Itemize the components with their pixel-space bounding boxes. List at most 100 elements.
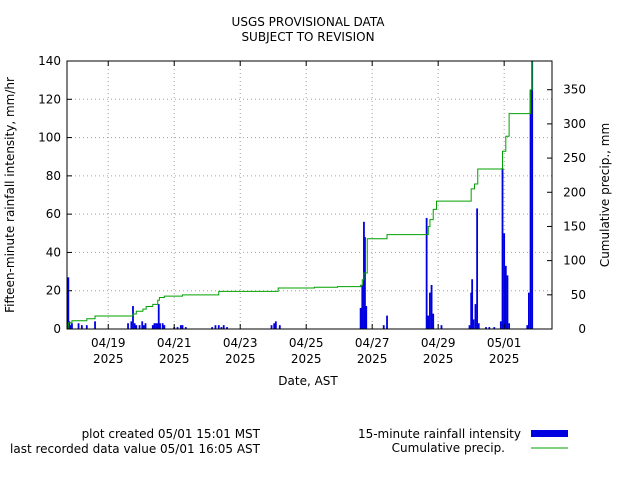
y-axis-label: Fifteen-minute rainfall intensity, mm/hr (3, 77, 17, 313)
legend: 15-minute rainfall intensity Cumulative … (358, 427, 568, 455)
intensity-bar (181, 325, 184, 329)
intensity-bar (278, 325, 281, 329)
intensity-bar (504, 265, 507, 329)
x-axis-label: Date, AST (278, 374, 338, 388)
y2-tick-label: 250 (563, 151, 586, 165)
x-tick-year-label: 2025 (159, 352, 190, 366)
x-tick-year-label: 2025 (489, 352, 520, 366)
intensity-bar (156, 323, 159, 329)
intensity-bar (365, 306, 368, 329)
x-tick-labels: 04/19 2025 04/21 2025 04/23 2025 04/25 2025 04/2… (91, 336, 522, 366)
intensity-bar (506, 275, 509, 329)
intensity-bar (425, 217, 428, 329)
x-tick-label: 04/27 (355, 336, 390, 350)
intensity-bar (485, 327, 487, 329)
intensity-bar (135, 325, 138, 329)
intensity-bar (476, 208, 479, 329)
intensity-bar (274, 321, 277, 329)
intensity-bar (71, 323, 73, 329)
intensity-bar (528, 292, 530, 329)
y-tick-label: 120 (38, 92, 61, 106)
intensity-bar (68, 321, 71, 329)
intensity-bar (226, 327, 228, 329)
intensity-bar (69, 325, 72, 329)
x-tick-label: 04/21 (157, 336, 192, 350)
intensity-bar (176, 327, 179, 329)
intensity-bar (222, 325, 225, 329)
x-tick-year-label: 2025 (225, 352, 256, 366)
intensity-bar (214, 325, 217, 329)
intensity-bar (361, 284, 364, 329)
plot-frame (66, 60, 553, 330)
intensity-bar (472, 319, 475, 329)
y-tick-label: 100 (38, 131, 61, 145)
intensity-bar (430, 284, 433, 329)
intensity-bar (179, 325, 182, 329)
intensity-bar (157, 304, 160, 329)
y2-tick-label: 50 (571, 288, 586, 302)
y-tick-label: 140 (38, 54, 61, 68)
intensity-bar (142, 325, 145, 329)
intensity-bar (471, 279, 474, 329)
x-tick-label: 04/19 (91, 336, 126, 350)
intensity-bar (526, 325, 529, 329)
axis-ticks (67, 60, 552, 330)
x-tick-year-label: 2025 (357, 352, 388, 366)
y2-tick-label: 150 (563, 219, 586, 233)
y-tick-label: 0 (53, 322, 61, 336)
y-tick-label: 80 (46, 169, 61, 183)
intensity-bar (132, 306, 134, 329)
intensity-bar (67, 277, 70, 329)
intensity-bar (364, 237, 366, 329)
y-tick-label: 40 (46, 245, 61, 259)
intensity-bar (138, 325, 141, 329)
intensity-bar (163, 325, 166, 329)
intensity-bar (184, 327, 187, 329)
x-tick-year-label: 2025 (93, 352, 124, 366)
y2-tick-label: 0 (578, 322, 586, 336)
intensity-bar (85, 325, 88, 329)
x-tick-label: 04/23 (223, 336, 258, 350)
intensity-bar (127, 323, 129, 329)
intensity-bar (503, 233, 506, 329)
legend-label-cumulative: Cumulative precip. (392, 441, 505, 455)
x-tick-year-label: 2025 (291, 352, 322, 366)
y-tick-labels: 0 20 40 60 80 100 120 140 (38, 54, 61, 336)
intensity-bar (133, 323, 136, 329)
intensity-bar (474, 304, 477, 329)
intensity-bar (220, 327, 223, 329)
chart-subtitle: SUBJECT TO REVISION (241, 30, 374, 44)
intensity-bars (67, 61, 534, 330)
intensity-bar (477, 323, 480, 329)
cumulative-line-group (67, 61, 533, 330)
x-tick-year-label: 2025 (423, 352, 454, 366)
intensity-bar (531, 61, 534, 329)
intensity-bar (470, 292, 473, 329)
x-tick-label: 04/29 (421, 336, 456, 350)
y-tick-label: 60 (46, 207, 61, 221)
intensity-bar (468, 325, 471, 329)
y2-tick-labels: 0 50 100 150 200 250 300 350 (563, 83, 586, 336)
chart-title: USGS PROVISIONAL DATA (232, 15, 386, 29)
intensity-bar (508, 323, 511, 329)
intensity-bar (273, 323, 276, 329)
intensity-bar (77, 323, 80, 329)
intensity-bar (161, 323, 164, 329)
intensity-bar (270, 325, 273, 329)
intensity-bar (493, 327, 496, 329)
intensity-bar (499, 321, 502, 329)
intensity-bar (130, 321, 133, 329)
x-tick-label: 05/01 (487, 336, 522, 350)
intensity-bar (529, 89, 532, 330)
intensity-bar (427, 315, 430, 329)
intensity-bar (155, 323, 157, 329)
intensity-bar (432, 313, 435, 329)
last-recorded-text: last recorded data value 05/01 16:05 AST (10, 442, 261, 456)
intensity-bar (382, 325, 385, 329)
intensity-bar (217, 325, 220, 329)
plot-created-text: plot created 05/01 15:01 MST (82, 427, 261, 441)
intensity-bar (359, 307, 362, 329)
intensity-bar (80, 325, 83, 329)
y2-tick-label: 350 (563, 83, 586, 97)
intensity-bar (440, 325, 443, 329)
